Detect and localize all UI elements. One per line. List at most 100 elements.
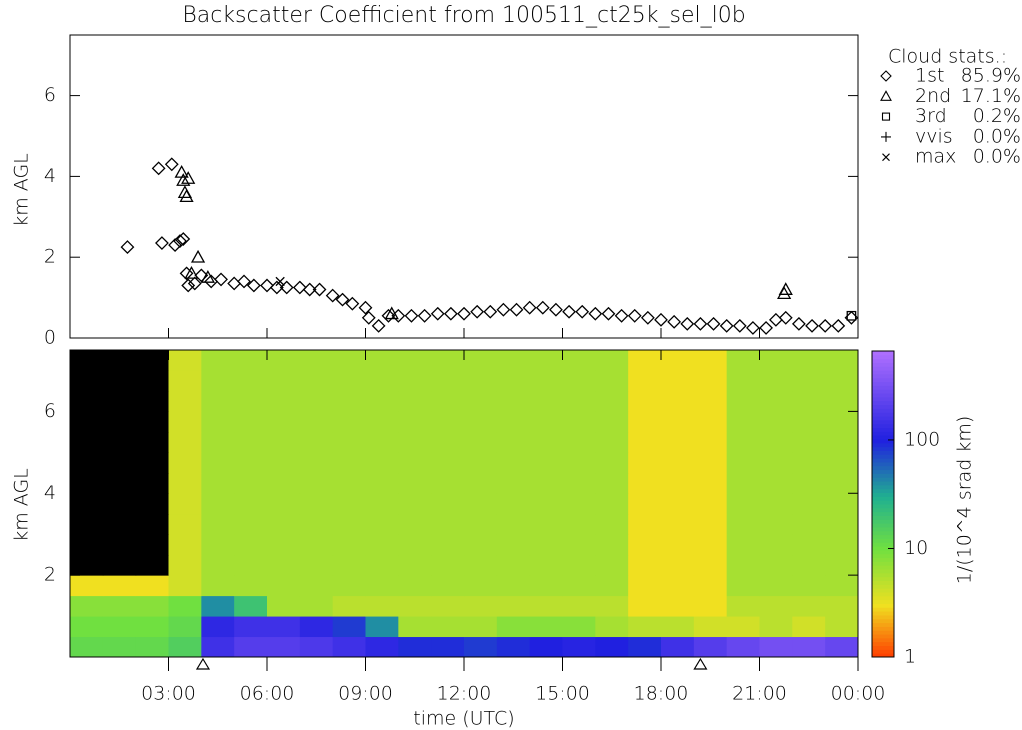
heat-cell bbox=[825, 350, 859, 371]
heat-cell bbox=[595, 534, 629, 556]
heat-cell bbox=[759, 513, 793, 535]
heat-cell bbox=[693, 472, 728, 494]
heat-cell bbox=[201, 616, 235, 638]
heat-cell bbox=[726, 350, 760, 371]
heat-cell bbox=[496, 636, 531, 658]
heat-cell bbox=[168, 595, 202, 617]
heat-cell bbox=[661, 472, 695, 494]
heat-cell bbox=[431, 575, 465, 597]
colorbar-segment bbox=[872, 351, 894, 356]
heat-cell bbox=[234, 411, 268, 433]
heat-cell bbox=[267, 472, 301, 494]
heat-cell bbox=[398, 636, 432, 658]
colorbar-segment bbox=[872, 526, 894, 532]
colorbar-segment bbox=[872, 507, 894, 513]
y-tick-label: 2 bbox=[44, 564, 56, 586]
heat-cell bbox=[628, 431, 662, 453]
heat-cell bbox=[562, 431, 596, 453]
heat-cell bbox=[759, 595, 793, 617]
heat-cell bbox=[70, 390, 104, 412]
colorbar-segment bbox=[872, 569, 894, 574]
colorbar-segment bbox=[872, 423, 894, 428]
heat-cell bbox=[628, 616, 662, 638]
heat-cell bbox=[267, 411, 301, 433]
heat-cell bbox=[628, 575, 662, 597]
heat-cell bbox=[661, 431, 695, 453]
heat-cell bbox=[299, 431, 334, 453]
heat-cell bbox=[168, 513, 202, 535]
heat-cell bbox=[496, 472, 531, 494]
cloud-point bbox=[430, 306, 445, 321]
heat-cell bbox=[496, 554, 531, 576]
heat-cell bbox=[693, 493, 728, 515]
cloud-point bbox=[680, 316, 695, 331]
colorbar-segment bbox=[872, 427, 894, 432]
cloud-point bbox=[214, 272, 228, 287]
heat-cell bbox=[464, 595, 498, 617]
heat-cell bbox=[529, 534, 563, 556]
heat-cell bbox=[628, 390, 662, 412]
heat-cell bbox=[102, 390, 137, 412]
heat-cell bbox=[562, 513, 596, 535]
heat-cell bbox=[168, 554, 202, 576]
heat-cell bbox=[299, 390, 334, 412]
heat-cell bbox=[267, 452, 301, 474]
cloud-point bbox=[384, 306, 399, 320]
heat-cell bbox=[234, 616, 268, 638]
heat-cell bbox=[332, 370, 366, 392]
cloud-point bbox=[627, 308, 642, 323]
cloud-point bbox=[768, 312, 783, 327]
heat-cell bbox=[102, 513, 137, 535]
heat-cell bbox=[726, 636, 760, 658]
heat-cell bbox=[759, 370, 793, 392]
heat-cell bbox=[693, 636, 728, 658]
y-tick-label: 4 bbox=[44, 165, 56, 187]
heat-cell bbox=[431, 534, 465, 556]
heat-cell bbox=[267, 636, 301, 658]
heat-cell bbox=[365, 390, 399, 412]
x-tick-label: 12:00 bbox=[437, 683, 492, 705]
colorbar-segment bbox=[872, 393, 894, 398]
colorbar-segment bbox=[872, 546, 894, 551]
heat-cell bbox=[792, 616, 826, 638]
heat-cell bbox=[562, 616, 596, 638]
heat-cell bbox=[661, 636, 695, 658]
colorbar-segment bbox=[872, 538, 894, 543]
heat-cell bbox=[332, 452, 366, 474]
heat-cell bbox=[431, 370, 465, 392]
heat-cell bbox=[759, 431, 793, 453]
cloud-point bbox=[509, 302, 524, 317]
heat-cell bbox=[201, 452, 235, 474]
cloud-point bbox=[654, 312, 668, 327]
heat-cell bbox=[332, 493, 366, 515]
heat-cell bbox=[168, 370, 202, 392]
heat-cell bbox=[825, 472, 859, 494]
heat-cell bbox=[759, 616, 793, 638]
heat-cell bbox=[759, 411, 793, 433]
heat-cell bbox=[661, 390, 695, 412]
colorbar-segment bbox=[872, 523, 894, 528]
heat-cell bbox=[562, 493, 596, 515]
heat-cell bbox=[201, 595, 235, 617]
heat-cell bbox=[792, 472, 826, 494]
heat-cell bbox=[726, 554, 760, 576]
heat-cell bbox=[825, 370, 859, 392]
colorbar-segment bbox=[872, 584, 894, 589]
heat-cell bbox=[464, 575, 498, 597]
heat-cell bbox=[529, 595, 563, 617]
heat-cell bbox=[726, 431, 760, 453]
heat-cell bbox=[693, 554, 728, 576]
heat-cell bbox=[595, 554, 629, 576]
colorbar-segment bbox=[872, 488, 894, 494]
heat-cell bbox=[398, 411, 432, 433]
colorbar-segment bbox=[872, 362, 894, 367]
legend-symbol bbox=[880, 70, 892, 82]
heat-cell bbox=[201, 431, 235, 453]
heat-cell bbox=[398, 616, 432, 638]
heat-cell bbox=[825, 431, 859, 453]
cloud-point bbox=[706, 316, 721, 331]
heat-cell bbox=[431, 554, 465, 576]
heat-cell bbox=[234, 575, 268, 597]
heat-cell bbox=[102, 554, 137, 576]
heat-cell bbox=[135, 370, 169, 392]
